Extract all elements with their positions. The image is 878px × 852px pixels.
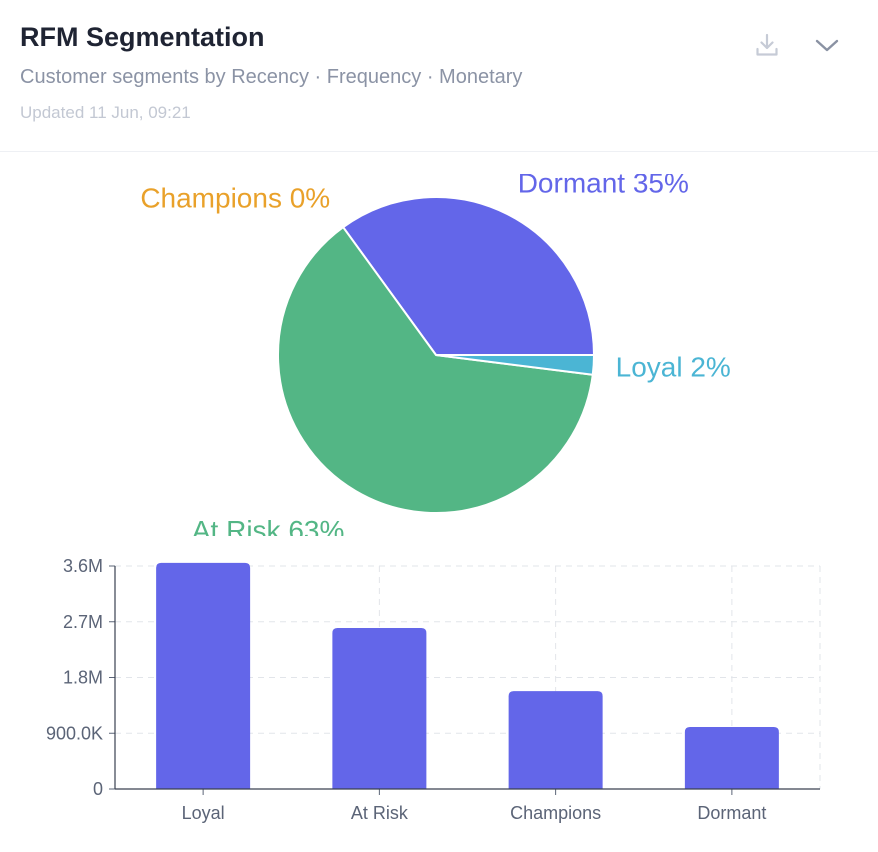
chart-area: Dormant 35% Champions 0% At Risk 63% Loyal … <box>0 153 878 852</box>
bar-at-risk[interactable] <box>332 627 427 789</box>
pie-slice-at-risk[interactable] <box>277 225 594 514</box>
x-tick-label-loyal: Loyal <box>182 803 225 823</box>
pie-label-champions: Champions 0% <box>140 182 330 213</box>
chart-title: RFM Segmentation <box>20 22 265 52</box>
download-icon <box>756 33 778 56</box>
bar-champions[interactable] <box>508 691 603 789</box>
x-tick-label-at-risk: At Risk <box>351 803 409 823</box>
y-tick-label: 1.8M <box>63 668 103 688</box>
y-tick-label: 2.7M <box>63 612 103 632</box>
bar-loyal[interactable] <box>156 562 251 789</box>
card-header: RFM Segmentation Customer segments by Re… <box>0 0 878 152</box>
charts-svg: Dormant 35% Champions 0% At Risk 63% Loyal … <box>46 168 821 823</box>
pie-slice-loyal[interactable] <box>435 354 596 376</box>
pie-label-loyal: Loyal 2% <box>616 351 731 382</box>
x-tick-label-champions: Champions <box>510 803 601 823</box>
download-button[interactable] <box>750 28 784 62</box>
pie-slice-dormant[interactable] <box>341 196 596 356</box>
bar-chart: 0 900.0K 1.8M 2.7M 3.6M Loyal At Risk Champions… <box>46 556 821 823</box>
y-tick-label: 900.0K <box>46 723 103 743</box>
pie-label-at-risk: At Risk 63% <box>192 515 345 546</box>
y-tick-label: 0 <box>93 779 103 799</box>
x-tick-label-dormant: Dormant <box>697 803 766 823</box>
chart-subtitle: Customer segments by Recency · Frequency… <box>20 66 523 88</box>
pie-chart: Dormant 35% Champions 0% At Risk 63% Loyal … <box>140 168 731 546</box>
expand-button[interactable] <box>810 28 844 62</box>
bar-dormant[interactable] <box>684 727 779 789</box>
y-tick-label: 3.6M <box>63 556 103 576</box>
chevron-down-icon <box>815 39 839 52</box>
pie-label-dormant: Dormant 35% <box>518 168 689 199</box>
updated-timestamp: Updated 11 Jun, 09:21 <box>20 103 191 122</box>
